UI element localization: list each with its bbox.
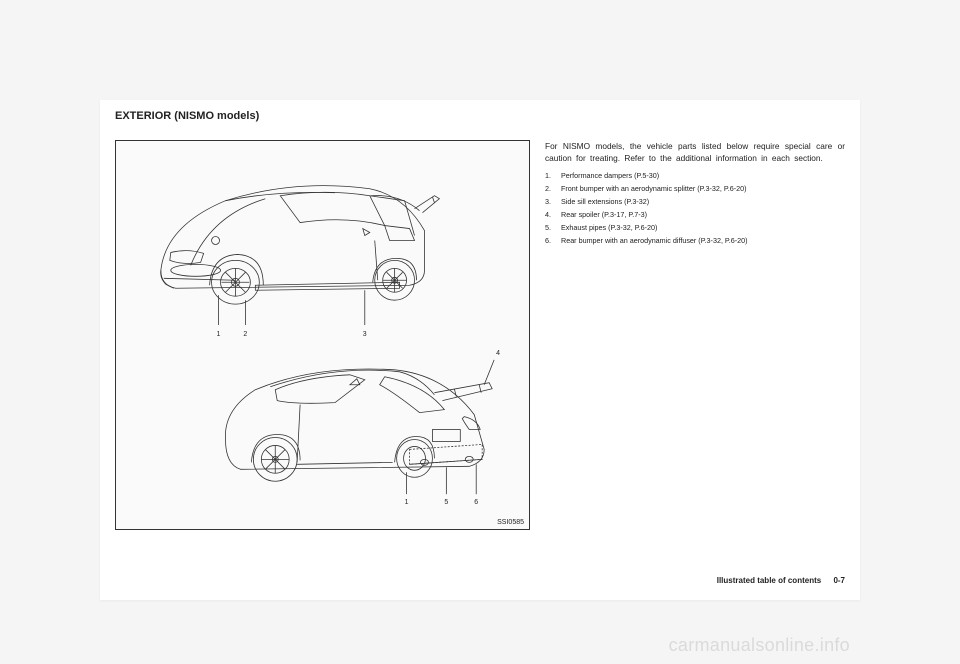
part-label: Side sill extensions (P.3-32)	[561, 197, 845, 207]
part-number: 1.	[545, 171, 561, 181]
car-diagram-svg: 1 2 3	[116, 141, 529, 529]
list-item: 5. Exhaust pipes (P.3-32, P.6-20)	[545, 223, 845, 233]
part-number: 2.	[545, 184, 561, 194]
part-label: Exhaust pipes (P.3-32, P.6-20)	[561, 223, 845, 233]
part-number: 3.	[545, 197, 561, 207]
footer-section: Illustrated table of contents	[717, 576, 821, 585]
manual-page: EXTERIOR (NISMO models)	[100, 100, 860, 600]
callout-4-rear: 4	[496, 350, 500, 357]
callout-3-front: 3	[363, 331, 367, 338]
callout-1-rear: 1	[405, 499, 409, 506]
part-label: Rear spoiler (P.3-17, P.7-3)	[561, 210, 845, 220]
list-item: 3. Side sill extensions (P.3-32)	[545, 197, 845, 207]
parts-list: 1. Performance dampers (P.5-30) 2. Front…	[545, 171, 845, 246]
intro-paragraph: For NISMO models, the vehicle parts list…	[545, 140, 845, 165]
list-item: 6. Rear bumper with an aerodynamic diffu…	[545, 236, 845, 246]
illustration-id: SSI0585	[497, 519, 524, 526]
list-item: 1. Performance dampers (P.5-30)	[545, 171, 845, 181]
part-number: 4.	[545, 210, 561, 220]
part-number: 6.	[545, 236, 561, 246]
callout-2-front: 2	[243, 331, 247, 338]
page-header: EXTERIOR (NISMO models)	[115, 110, 259, 122]
part-label: Performance dampers (P.5-30)	[561, 171, 845, 181]
header-title: EXTERIOR (NISMO models)	[115, 110, 259, 122]
part-number: 5.	[545, 223, 561, 233]
part-label: Rear bumper with an aerodynamic diffuser…	[561, 236, 845, 246]
list-item: 4. Rear spoiler (P.3-17, P.7-3)	[545, 210, 845, 220]
footer-page-number: 0-7	[833, 576, 845, 585]
part-label: Front bumper with an aerodynamic splitte…	[561, 184, 845, 194]
vehicle-illustration: 1 2 3	[115, 140, 530, 530]
page-footer: Illustrated table of contents 0-7	[717, 576, 845, 585]
callout-6-rear: 6	[474, 499, 478, 506]
watermark: carmanualsonline.info	[669, 635, 850, 656]
text-column: For NISMO models, the vehicle parts list…	[545, 140, 845, 249]
callout-5-rear: 5	[444, 499, 448, 506]
callout-1-front: 1	[217, 331, 221, 338]
list-item: 2. Front bumper with an aerodynamic spli…	[545, 184, 845, 194]
